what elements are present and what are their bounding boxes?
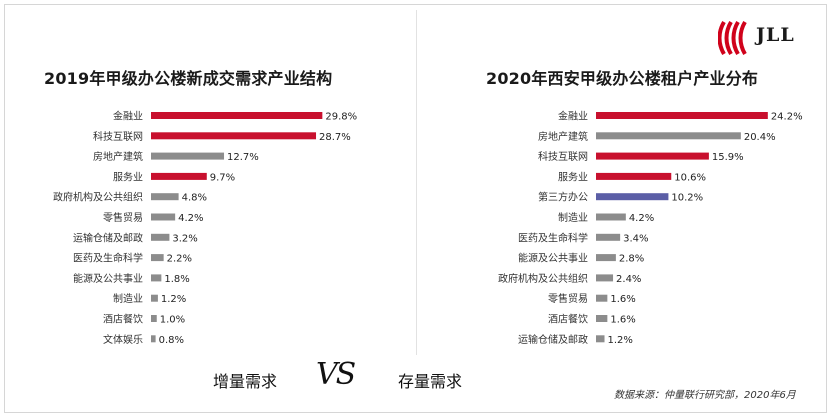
value-label: 12.7% bbox=[227, 152, 259, 163]
bar bbox=[151, 233, 170, 241]
value-label: 10.2% bbox=[671, 193, 703, 204]
vs-text: VS bbox=[316, 357, 356, 392]
value-label: 4.8% bbox=[182, 193, 207, 204]
category-label: 科技互联网 bbox=[538, 150, 588, 163]
bar bbox=[596, 172, 672, 180]
bar bbox=[151, 112, 323, 119]
category-label: 制造业 bbox=[113, 292, 143, 305]
bar bbox=[151, 335, 156, 343]
category-label: 服务业 bbox=[113, 170, 143, 183]
bar bbox=[151, 294, 158, 302]
value-label: 2.8% bbox=[619, 254, 644, 265]
category-label: 政府机构及公共组织 bbox=[53, 191, 143, 204]
figure-frame bbox=[4, 4, 827, 413]
category-label: 运输仓储及邮政 bbox=[518, 333, 588, 346]
jll-logo-icon bbox=[717, 20, 747, 56]
category-label: 金融业 bbox=[558, 110, 588, 123]
chart-title-left: 2019年甲级办公楼新成交需求产业结构 bbox=[44, 69, 333, 88]
bar bbox=[151, 213, 176, 221]
category-label: 科技互联网 bbox=[93, 130, 143, 143]
bar bbox=[596, 335, 605, 343]
value-label: 20.4% bbox=[744, 132, 776, 143]
value-label: 4.2% bbox=[178, 213, 203, 224]
category-label: 金融业 bbox=[113, 110, 143, 123]
bar bbox=[596, 233, 621, 241]
value-label: 29.8% bbox=[325, 112, 357, 123]
bar bbox=[151, 132, 317, 140]
value-label: 1.8% bbox=[164, 274, 189, 285]
value-label: 1.6% bbox=[610, 294, 635, 305]
bar-chart-2019: 金融业 29.8% 科技互联网 28.7% 房地产建筑 12.7% 服务业 9.7% 政府机构及… bbox=[53, 110, 357, 346]
bar bbox=[596, 294, 608, 302]
bar bbox=[151, 172, 207, 180]
value-label: 0.8% bbox=[159, 335, 184, 346]
bar bbox=[596, 193, 669, 201]
category-label: 酒店餐饮 bbox=[548, 313, 588, 326]
value-label: 1.2% bbox=[608, 335, 633, 346]
bar bbox=[151, 315, 157, 322]
value-label: 15.9% bbox=[712, 152, 744, 163]
category-label: 第三方办公 bbox=[538, 191, 588, 204]
caption-existing-demand: 存量需求 bbox=[398, 372, 463, 391]
value-label: 24.2% bbox=[771, 112, 803, 123]
value-label: 2.4% bbox=[616, 274, 641, 285]
bar bbox=[596, 152, 709, 160]
category-label: 医药及生命科学 bbox=[518, 231, 588, 244]
chart-title-right: 2020年西安甲级办公楼租户产业分布 bbox=[486, 69, 759, 88]
value-label: 3.2% bbox=[172, 233, 197, 244]
bar-chart-2020: 金融业 24.2% 房地产建筑 20.4% 科技互联网 15.9% 服务业 10.6% 第三方办… bbox=[498, 110, 803, 346]
bar bbox=[596, 132, 741, 140]
bar bbox=[151, 254, 164, 262]
category-label: 房地产建筑 bbox=[538, 130, 588, 143]
bar bbox=[596, 254, 616, 262]
bar bbox=[596, 213, 626, 221]
value-label: 10.6% bbox=[674, 172, 706, 183]
bar bbox=[151, 193, 179, 201]
value-label: 3.4% bbox=[623, 233, 648, 244]
category-label: 服务业 bbox=[558, 170, 588, 183]
category-label: 酒店餐饮 bbox=[103, 313, 143, 326]
value-label: 1.6% bbox=[610, 315, 635, 326]
caption-incremental-demand: 增量需求 bbox=[213, 372, 278, 391]
bar bbox=[151, 152, 225, 160]
data-source-note: 数据来源：仲量联行研究部，2020年6月 bbox=[614, 390, 796, 401]
value-label: 2.2% bbox=[167, 254, 192, 265]
category-label: 房地产建筑 bbox=[93, 150, 143, 163]
bar bbox=[596, 315, 608, 322]
jll-logo: JLL bbox=[717, 18, 808, 58]
category-label: 能源及公共事业 bbox=[518, 252, 588, 265]
jll-logo-text: JLL bbox=[756, 24, 795, 46]
value-label: 9.7% bbox=[210, 172, 235, 183]
value-label: 1.2% bbox=[161, 294, 186, 305]
category-label: 医药及生命科学 bbox=[73, 252, 143, 265]
value-label: 4.2% bbox=[629, 213, 654, 224]
category-label: 文体娱乐 bbox=[103, 333, 143, 346]
category-label: 政府机构及公共组织 bbox=[498, 272, 588, 285]
panel-divider bbox=[416, 10, 417, 355]
category-label: 能源及公共事业 bbox=[73, 272, 143, 285]
category-label: 运输仓储及邮政 bbox=[73, 231, 143, 244]
category-label: 零售贸易 bbox=[103, 211, 143, 224]
bar bbox=[596, 274, 614, 282]
value-label: 1.0% bbox=[160, 315, 185, 326]
value-label: 28.7% bbox=[319, 132, 351, 143]
category-label: 制造业 bbox=[558, 211, 588, 224]
bar bbox=[596, 112, 768, 119]
bar bbox=[151, 274, 162, 282]
category-label: 零售贸易 bbox=[548, 292, 588, 305]
